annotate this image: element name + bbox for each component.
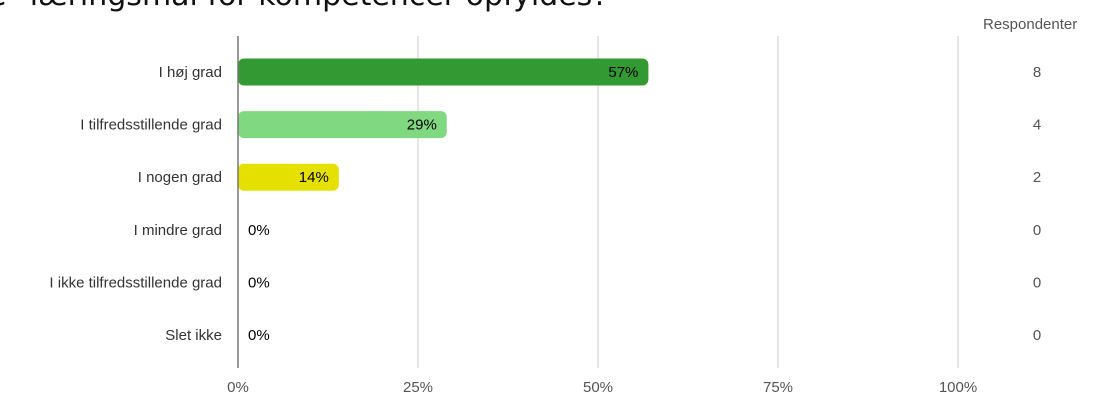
- category-label: I nogen grad: [138, 169, 222, 186]
- category-label: I ikke tilfredsstillende grad: [49, 274, 222, 291]
- respondent-count: 0: [1033, 274, 1041, 291]
- x-tick-label: 25%: [403, 379, 433, 394]
- bar-value-label: 0%: [248, 274, 270, 291]
- bar-value-label: 29%: [407, 117, 437, 134]
- bar: [238, 163, 339, 191]
- category-label: Slet ikke: [165, 327, 222, 344]
- chart-title: e "læringsmål for kompetencer opfyldes?: [0, 0, 608, 13]
- x-tick-label: 50%: [583, 379, 613, 394]
- respondent-count: 4: [1033, 117, 1041, 134]
- bar: [238, 58, 649, 86]
- x-tick-label: 75%: [763, 379, 793, 394]
- category-label: I mindre grad: [134, 222, 222, 239]
- bar-value-label: 0%: [248, 327, 270, 344]
- bar-value-label: 57%: [608, 64, 638, 81]
- category-label: I tilfredsstillende grad: [80, 117, 222, 134]
- x-tick-label: 0%: [227, 379, 249, 394]
- bar-value-label: 0%: [248, 222, 270, 239]
- respondent-count: 8: [1033, 64, 1041, 81]
- respondents-header: Respondenter: [983, 16, 1078, 33]
- category-label: I høj grad: [159, 64, 222, 81]
- bar: [238, 111, 447, 139]
- respondent-count: 2: [1033, 169, 1041, 186]
- respondent-count: 0: [1033, 222, 1041, 239]
- bar-value-label: 14%: [299, 169, 329, 186]
- x-tick-label: 100%: [939, 379, 977, 394]
- respondent-count: 0: [1033, 327, 1041, 344]
